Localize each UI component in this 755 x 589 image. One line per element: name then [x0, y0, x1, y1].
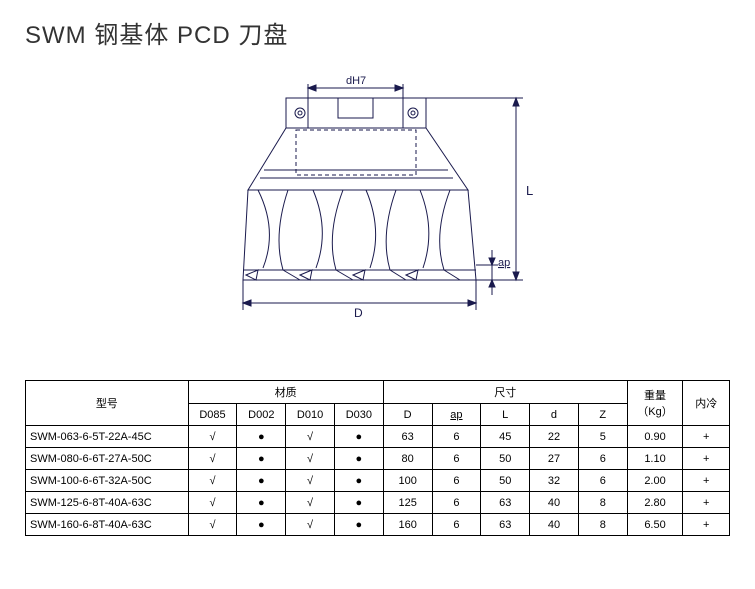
cell-model: SWM-080-6-6T-27A-50C	[26, 448, 189, 470]
cell-cooling: +	[683, 426, 730, 448]
header-dim-l: L	[481, 404, 530, 426]
cell-material: √	[286, 426, 335, 448]
cell-model: SWM-100-6-6T-32A-50C	[26, 470, 189, 492]
cell-dimension: 50	[481, 448, 530, 470]
cell-dimension: 80	[383, 448, 432, 470]
page-title: SWM 钢基体 PCD 刀盘	[25, 15, 730, 50]
header-d085: D085	[188, 404, 237, 426]
cell-material: √	[286, 514, 335, 536]
cell-dimension: 6	[578, 470, 627, 492]
cell-material: ●	[237, 514, 286, 536]
cell-material: ●	[237, 492, 286, 514]
table-row: SWM-125-6-8T-40A-63C√●√●1256634082.80+	[26, 492, 730, 514]
label-l: L	[526, 183, 533, 198]
header-dim-ap: ap	[432, 404, 481, 426]
cell-weight: 0.90	[627, 426, 683, 448]
cell-dimension: 6	[432, 492, 481, 514]
cell-material: √	[286, 470, 335, 492]
cell-weight: 1.10	[627, 448, 683, 470]
cell-material: √	[188, 470, 237, 492]
header-material: 材质	[188, 381, 383, 404]
cell-cooling: +	[683, 470, 730, 492]
cell-dimension: 6	[578, 448, 627, 470]
table-row: SWM-080-6-6T-27A-50C√●√●806502761.10+	[26, 448, 730, 470]
header-weight-text: 重量	[644, 390, 666, 402]
cell-dimension: 6	[432, 426, 481, 448]
cell-material: ●	[237, 426, 286, 448]
cell-material: ●	[334, 492, 383, 514]
header-dim-dd: d	[530, 404, 579, 426]
diagram-container: dH7	[25, 60, 730, 360]
cell-cooling: +	[683, 514, 730, 536]
cell-dimension: 32	[530, 470, 579, 492]
label-dh7: dH7	[346, 75, 366, 87]
cell-dimension: 63	[383, 426, 432, 448]
cell-dimension: 6	[432, 448, 481, 470]
cell-dimension: 8	[578, 514, 627, 536]
cell-dimension: 63	[481, 492, 530, 514]
header-cooling: 内冷	[683, 381, 730, 426]
cell-weight: 2.80	[627, 492, 683, 514]
cell-cooling: +	[683, 448, 730, 470]
label-d: D	[354, 306, 363, 320]
cell-material: ●	[237, 448, 286, 470]
header-weight-unit: （Kg）	[637, 406, 672, 418]
cell-material: ●	[334, 470, 383, 492]
cell-dimension: 22	[530, 426, 579, 448]
cell-material: ●	[237, 470, 286, 492]
table-row: SWM-160-6-8T-40A-63C√●√●1606634086.50+	[26, 514, 730, 536]
cell-dimension: 6	[432, 514, 481, 536]
cell-weight: 6.50	[627, 514, 683, 536]
label-ap: ap	[498, 257, 510, 269]
cell-material: √	[286, 492, 335, 514]
cell-model: SWM-063-6-5T-22A-45C	[26, 426, 189, 448]
cell-material: √	[188, 448, 237, 470]
header-d010: D010	[286, 404, 335, 426]
header-d030: D030	[334, 404, 383, 426]
cell-material: √	[188, 426, 237, 448]
table-body: SWM-063-6-5T-22A-45C√●√●636452250.90+SWM…	[26, 426, 730, 536]
technical-drawing: dH7	[188, 70, 568, 350]
cell-material: ●	[334, 426, 383, 448]
cell-model: SWM-125-6-8T-40A-63C	[26, 492, 189, 514]
spec-table: 型号 材质 尺寸 重量 （Kg） 内冷 D085 D002 D010 D030 …	[25, 380, 730, 536]
cell-weight: 2.00	[627, 470, 683, 492]
header-dimensions: 尺寸	[383, 381, 627, 404]
header-d002: D002	[237, 404, 286, 426]
cell-material: √	[188, 492, 237, 514]
cell-material: √	[286, 448, 335, 470]
cell-model: SWM-160-6-8T-40A-63C	[26, 514, 189, 536]
header-model: 型号	[26, 381, 189, 426]
cell-dimension: 45	[481, 426, 530, 448]
cell-dimension: 160	[383, 514, 432, 536]
cell-material: ●	[334, 514, 383, 536]
header-dim-d: D	[383, 404, 432, 426]
table-row: SWM-063-6-5T-22A-45C√●√●636452250.90+	[26, 426, 730, 448]
cell-dimension: 63	[481, 514, 530, 536]
cell-dimension: 5	[578, 426, 627, 448]
header-weight: 重量 （Kg）	[627, 381, 683, 426]
cell-dimension: 100	[383, 470, 432, 492]
cell-cooling: +	[683, 492, 730, 514]
table-row: SWM-100-6-6T-32A-50C√●√●1006503262.00+	[26, 470, 730, 492]
cell-material: √	[188, 514, 237, 536]
cell-dimension: 40	[530, 514, 579, 536]
cell-dimension: 8	[578, 492, 627, 514]
cell-dimension: 27	[530, 448, 579, 470]
cell-dimension: 50	[481, 470, 530, 492]
header-dim-z: Z	[578, 404, 627, 426]
cell-material: ●	[334, 448, 383, 470]
cell-dimension: 125	[383, 492, 432, 514]
cell-dimension: 40	[530, 492, 579, 514]
cell-dimension: 6	[432, 470, 481, 492]
